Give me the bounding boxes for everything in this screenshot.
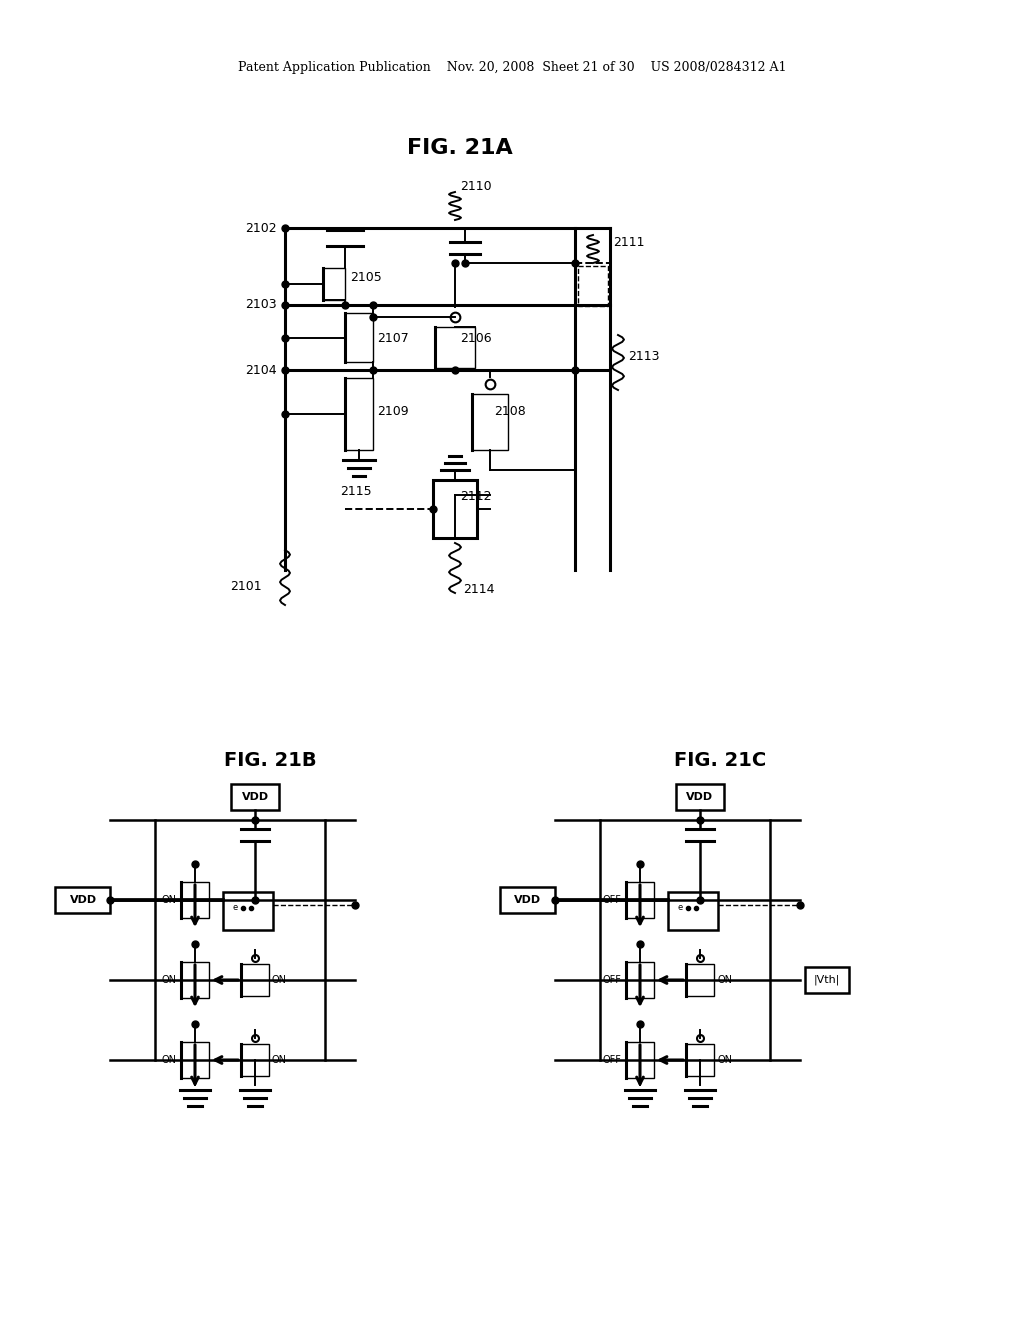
Bar [223,892,273,931]
Bar [345,313,373,362]
Bar [181,1041,209,1078]
Text: VDD: VDD [514,895,542,906]
Bar [668,892,718,931]
Text: ON: ON [717,975,732,985]
Text: FIG. 21C: FIG. 21C [674,751,766,770]
Text: ON: ON [717,1055,732,1065]
Bar [435,327,475,368]
Bar [241,1044,269,1076]
Bar [55,887,110,913]
Text: OFF: OFF [602,1055,621,1065]
Text: e: e [677,903,683,912]
Text: OFF: OFF [602,975,621,985]
Text: ON: ON [272,1055,287,1065]
Text: ON: ON [161,975,176,985]
Text: |Vth|: |Vth| [814,974,840,985]
Bar [345,378,373,450]
Text: 2105: 2105 [350,271,382,284]
Bar [676,784,724,810]
Bar [231,784,279,810]
Text: ON: ON [272,975,287,985]
Bar [500,887,555,913]
Bar [686,964,714,997]
Text: VDD: VDD [686,792,714,803]
Bar [181,882,209,917]
Bar [472,393,508,450]
Text: OFF: OFF [602,895,621,906]
Text: 2102: 2102 [246,222,278,235]
Text: VDD: VDD [70,895,96,906]
Bar [323,268,345,300]
Text: 2109: 2109 [377,405,409,418]
Text: e: e [232,903,238,912]
Text: 2107: 2107 [377,333,409,345]
Text: 2104: 2104 [246,363,278,376]
Text: 2103: 2103 [246,298,278,312]
Text: 2114: 2114 [463,583,495,597]
Text: ON: ON [161,1055,176,1065]
Text: Patent Application Publication    Nov. 20, 2008  Sheet 21 of 30    US 2008/02843: Patent Application Publication Nov. 20, … [238,62,786,74]
Text: FIG. 21B: FIG. 21B [223,751,316,770]
Text: 2106: 2106 [460,333,492,345]
Text: 2112: 2112 [460,490,492,503]
Text: 2101: 2101 [230,579,261,593]
Text: 2110: 2110 [460,180,492,193]
Text: ON: ON [161,895,176,906]
Text: 2113: 2113 [628,350,659,363]
Bar [686,1044,714,1076]
Bar [181,962,209,998]
Text: FIG. 21A: FIG. 21A [408,139,513,158]
Text: VDD: VDD [242,792,268,803]
Bar [241,964,269,997]
Bar [626,962,654,998]
Bar [626,882,654,917]
Text: 2115: 2115 [340,484,372,498]
Text: 2111: 2111 [613,236,644,249]
Bar [626,1041,654,1078]
Bar [578,267,608,306]
Bar [805,968,849,993]
Text: 2108: 2108 [494,405,525,418]
Bar [433,480,477,539]
